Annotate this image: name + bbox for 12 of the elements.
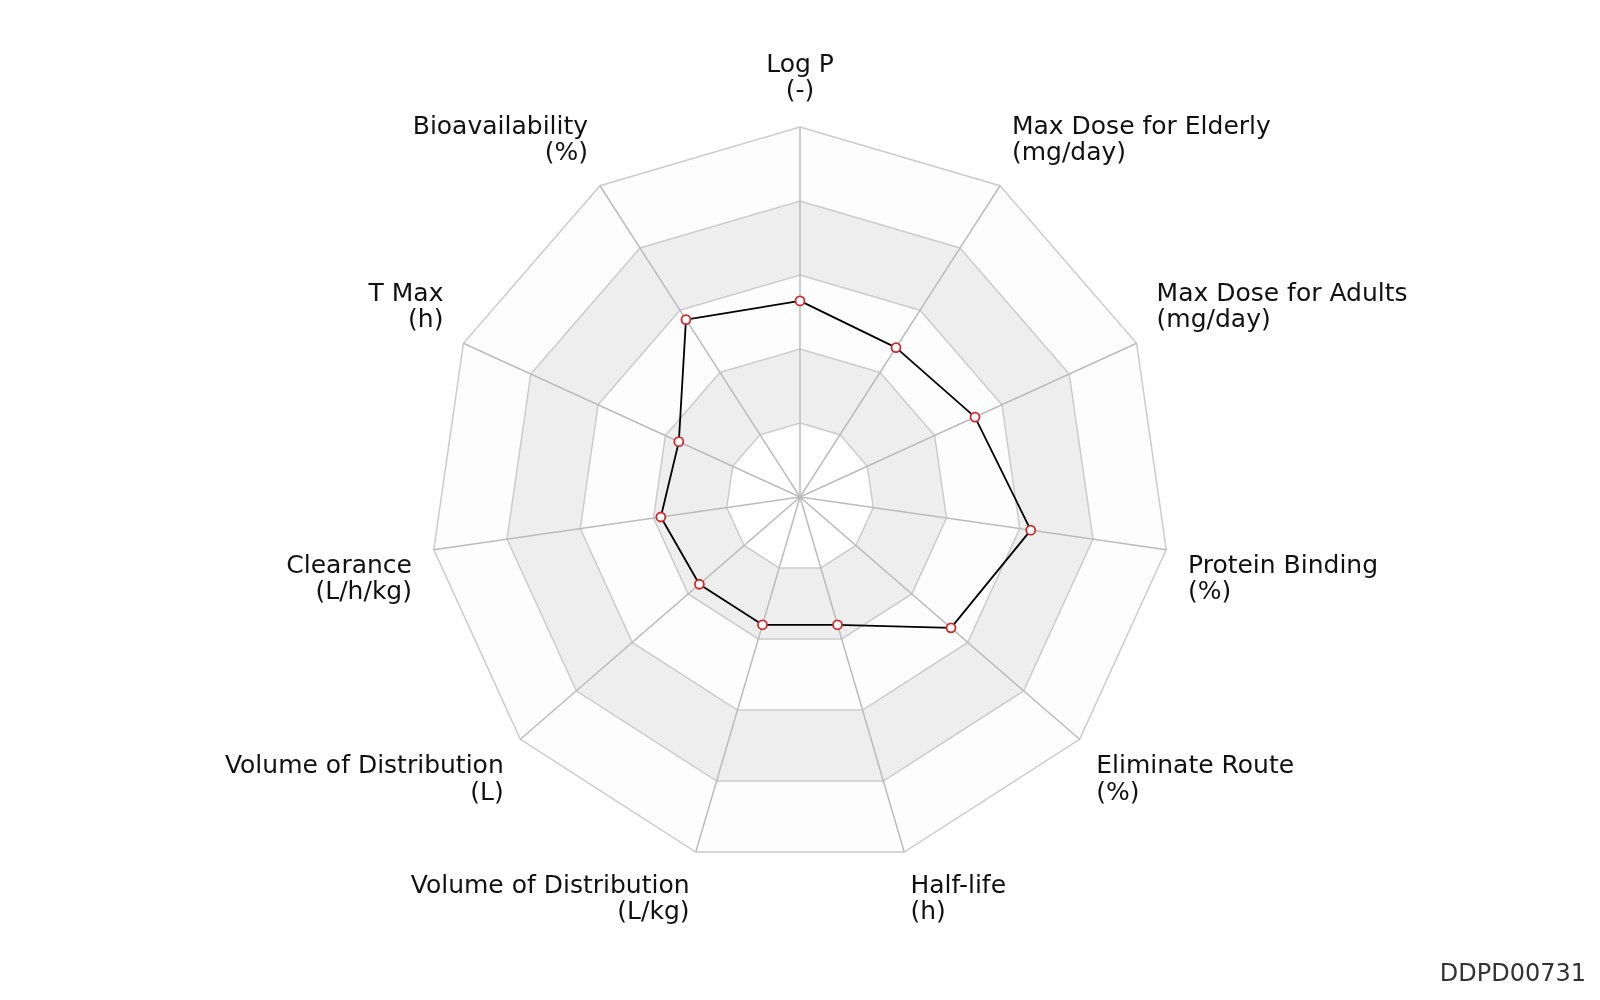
spoke-label: Log P (-) — [766, 48, 834, 105]
spoke-label: Clearance (L/h/kg) — [286, 549, 412, 606]
spoke-label: Bioavailability (%) — [412, 110, 589, 167]
spoke-label: Max Dose for Elderly (mg/day) — [1011, 110, 1271, 167]
spoke-label: Volume of Distribution (L/kg) — [410, 869, 690, 926]
text: DDPD00731 — [1439, 959, 1586, 987]
spoke-label: Protein Binding (%) — [1188, 549, 1379, 606]
spoke-label: Half-life (h) — [910, 869, 1007, 926]
spoke-label: Eliminate Route (%) — [1096, 750, 1295, 806]
spoke-label: Volume of Distribution (L) — [224, 750, 504, 806]
spoke-label: Max Dose for Adults (mg/day) — [1156, 277, 1408, 334]
spoke-label: T Max (h) — [367, 277, 444, 334]
